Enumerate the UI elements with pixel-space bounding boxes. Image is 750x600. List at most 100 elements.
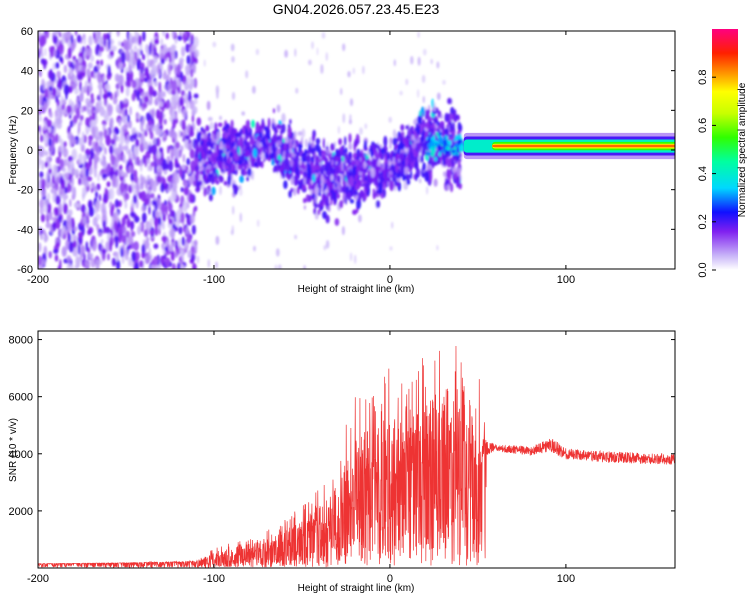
spectrogram-cell [78, 177, 82, 186]
spectrogram-cell [60, 138, 64, 149]
spectrogram-cell [139, 260, 144, 268]
spectrogram-y-label: Frequency (Hz) [8, 116, 19, 185]
spectrogram-cell [122, 124, 128, 134]
spectrogram-cell [149, 254, 153, 261]
spectrogram-cell [80, 204, 86, 213]
spectrogram-cell [303, 205, 307, 210]
spectrogram-cell [302, 197, 307, 204]
spectrogram-cell [422, 123, 428, 128]
spectrogram-cell [39, 206, 44, 215]
spectrogram-cell [178, 206, 184, 213]
spectrogram-cell [100, 160, 106, 167]
spectrogram-cell [380, 147, 385, 154]
spectrogram-cell [61, 38, 66, 45]
spectrogram-cell [297, 143, 303, 149]
spectrogram-cell [334, 181, 337, 189]
spectrogram-cell [82, 186, 87, 194]
spectrogram-cell [225, 123, 230, 129]
spectrogram-cell [40, 213, 46, 223]
spectrogram-cell [293, 133, 296, 143]
spectrogram-cell [417, 56, 421, 66]
spectrogram-cell [50, 46, 54, 58]
spectrogram-cell [289, 158, 294, 168]
spectrogram-cell [91, 239, 98, 252]
spectrogram-cell [321, 154, 326, 162]
spectrogram-cell [148, 85, 153, 96]
spectrogram-cell [185, 100, 189, 110]
spectrogram-cell [426, 186, 429, 195]
spectrogram-cell [173, 173, 180, 184]
spectrogram-cell [190, 245, 195, 254]
spectrogram-cell [436, 61, 440, 69]
spectrogram-cell [163, 132, 167, 139]
spectrogram-cell [171, 191, 176, 202]
spectrogram-cell [55, 133, 59, 144]
spectrogram-cell [104, 147, 107, 155]
spectrogram-cell [223, 180, 228, 186]
spectrogram-cell [174, 220, 180, 229]
spectrogram-cell [171, 153, 174, 161]
spectrogram-cell [93, 167, 97, 178]
spectrogram-cell [445, 184, 451, 191]
spectrogram-cell [300, 136, 304, 145]
spectrogram-cell [326, 148, 331, 154]
spectrogram-cell [120, 170, 125, 177]
spectrogram-cell [103, 226, 106, 234]
spectrogram-cell [142, 54, 146, 61]
spectrogram-cell [342, 113, 346, 124]
spectrogram-cell [164, 246, 168, 252]
spectrogram-cell [409, 170, 413, 180]
spectrogram-cell [59, 175, 64, 186]
spectrogram-cell [346, 192, 352, 199]
spectrogram-cell [282, 162, 286, 172]
spectrogram-cell [82, 216, 87, 225]
spectrogram-cell [40, 146, 45, 158]
spectrogram-cell [158, 100, 164, 108]
spectrogram-cell [388, 116, 393, 123]
spectrogram-cell [73, 226, 78, 232]
spectrogram-cell [230, 43, 235, 52]
spectrogram-cell [187, 250, 192, 259]
spectrogram-cell [294, 234, 297, 240]
spectrogram-cell [191, 254, 195, 262]
spectrogram-cell [229, 162, 232, 173]
spectrogram-cell [320, 173, 324, 185]
spectrogram-cell [55, 88, 61, 97]
spectrogram-cell [422, 48, 427, 56]
colorbar-tick-label: 0.6 [697, 118, 709, 133]
spectrogram-cell [417, 31, 420, 38]
spectrogram-cell [145, 112, 151, 121]
spectrogram-cell [245, 142, 251, 148]
spectrogram-cell [281, 113, 286, 123]
spectrogram-cell [397, 144, 401, 155]
spectrogram-cell [48, 126, 52, 133]
spectrogram-cell [158, 89, 164, 102]
spectrogram-cell [169, 210, 176, 219]
spectrogram-cell [218, 149, 224, 155]
y-tick-label: 0 [27, 145, 33, 157]
spectrogram-cell [92, 186, 98, 192]
snr-plot-area [38, 345, 675, 568]
spectrogram-cell [303, 177, 306, 185]
spectrogram-cell [327, 205, 331, 213]
spectrogram-cell [171, 31, 176, 39]
spectrogram-cell [46, 156, 50, 162]
spectrogram-cell [157, 128, 163, 137]
spectrogram-cell [119, 100, 124, 110]
spectrogram-cell [156, 150, 162, 160]
spectrogram-cell [172, 118, 177, 129]
spectrogram-cell [243, 162, 247, 167]
spectrogram-cell [128, 64, 132, 74]
spectrogram-cell [271, 122, 275, 130]
spectrogram-cell [170, 241, 176, 247]
spectrogram-cell [88, 252, 94, 260]
spectrogram-cell [168, 160, 174, 172]
spectrogram-cell [167, 175, 172, 183]
spectrogram-cell [69, 160, 75, 170]
spectrogram-cell [93, 153, 99, 165]
spectrogram-cell [297, 131, 303, 136]
spectrogram-cell [85, 117, 90, 127]
spectrogram-cell [209, 121, 214, 130]
spectrogram-cell [378, 187, 382, 195]
